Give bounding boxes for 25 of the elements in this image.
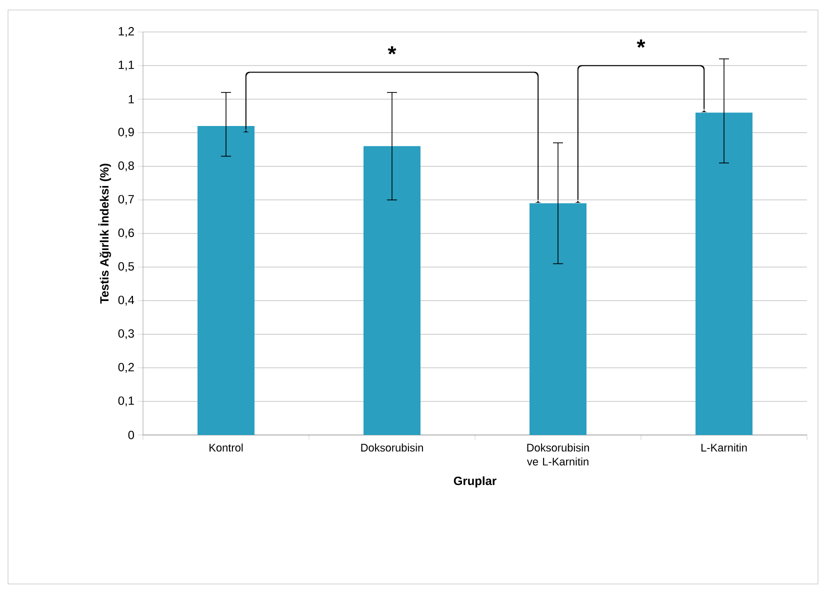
y-tick-label: 1 (128, 95, 134, 104)
y-tick-label: 0,2 (118, 362, 134, 373)
y-tick-label: 0,9 (118, 128, 134, 138)
y-tick-label: 0,7 (118, 194, 134, 205)
y-tick-label: 0,5 (118, 262, 134, 272)
annotation: * (636, 40, 646, 48)
bar (696, 112, 753, 435)
y-axis-title: Testis Ağırlık İndeksi (%) (98, 164, 112, 304)
bar (530, 203, 587, 435)
y-tick-label: 0,1 (118, 396, 134, 406)
y-tick-label: 0,6 (118, 228, 134, 238)
x-tick-label: Doksorubisin ve L-Karnitin (526, 444, 589, 466)
y-tick-label: 1,1 (118, 60, 134, 70)
y-tick-label: 0,4 (118, 296, 134, 306)
annotation: * (388, 46, 396, 54)
x-tick-label: L-Karnitin (701, 444, 747, 452)
y-tick-label: 0,3 (118, 329, 134, 340)
x-tick-label: Doksorubisin (361, 444, 423, 452)
x-tick-label: Kontrol (210, 444, 243, 452)
y-tick-label: 1,2 (118, 27, 134, 37)
bar (364, 146, 421, 435)
bar (198, 126, 255, 435)
x-axis-title: Gruplar (454, 476, 496, 488)
y-tick-label: 0 (128, 430, 134, 440)
y-tick-label: 0,8 (118, 161, 134, 172)
